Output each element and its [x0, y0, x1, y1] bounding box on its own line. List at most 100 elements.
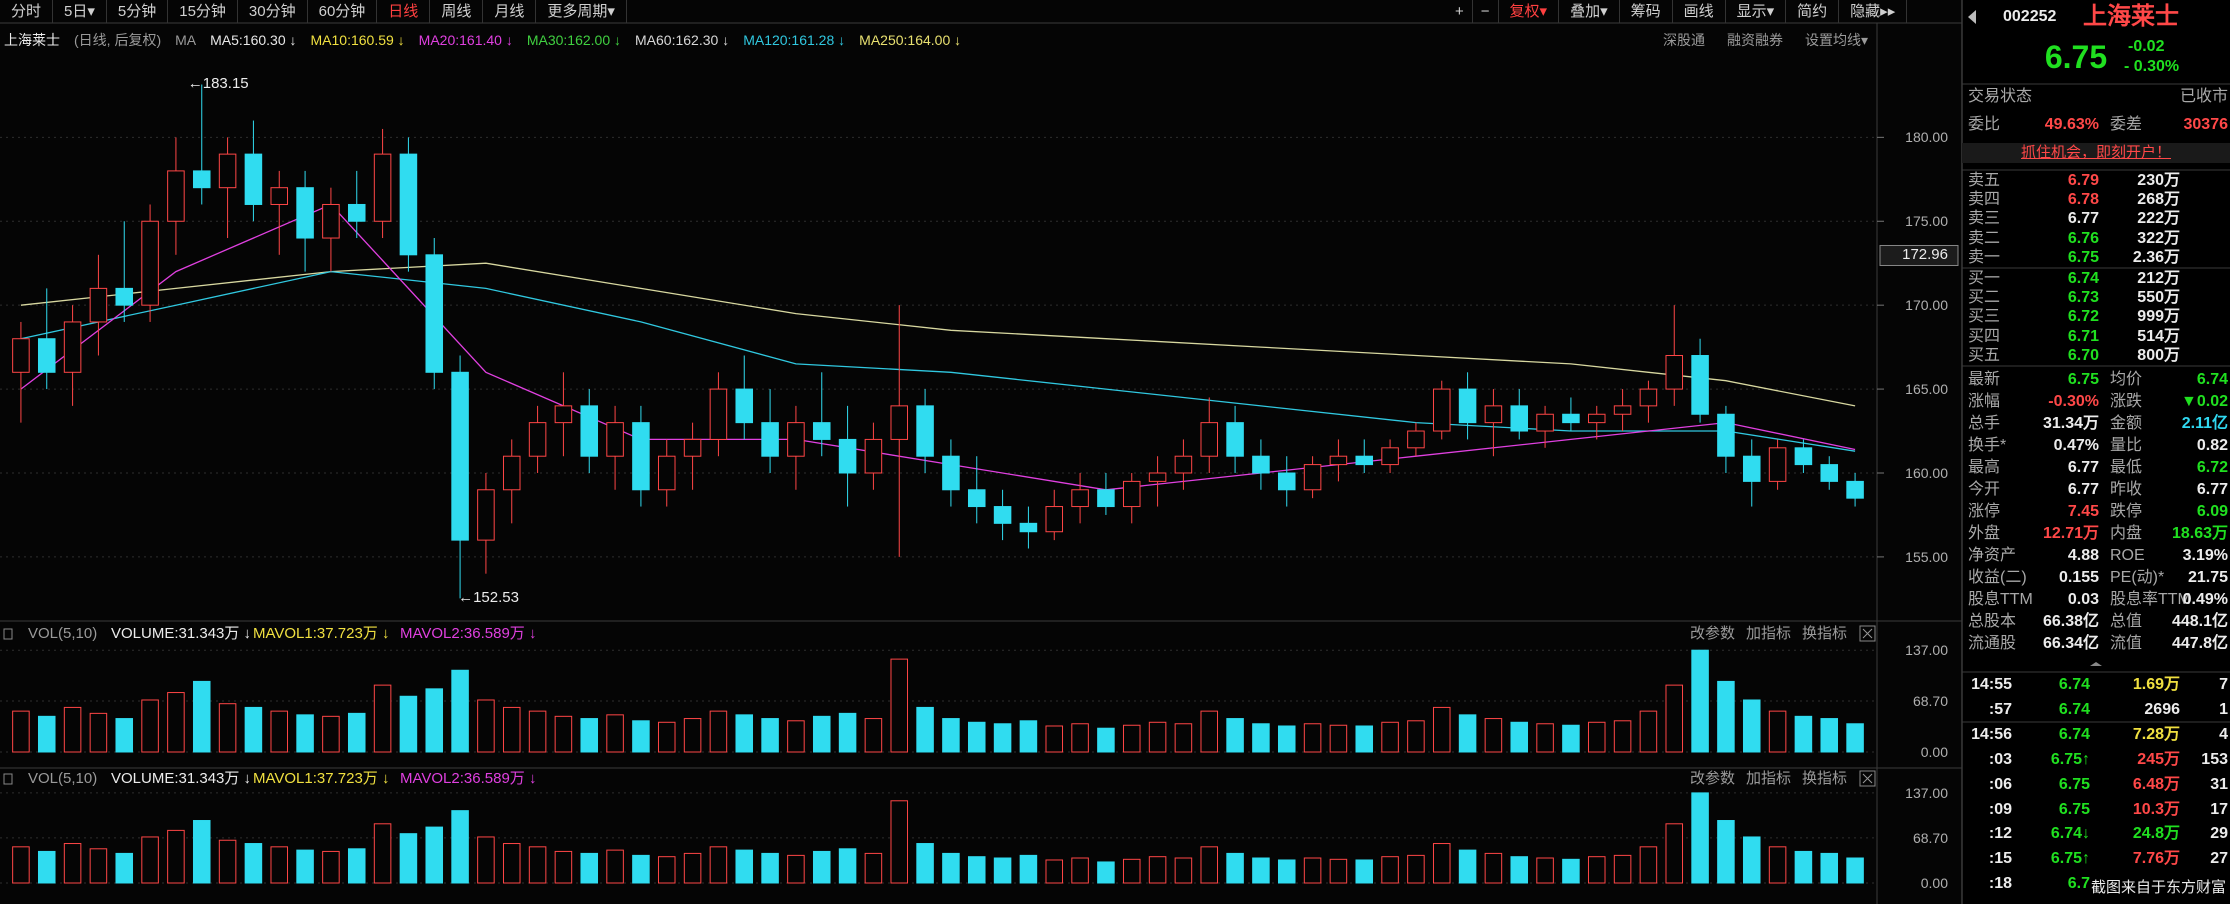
current-price-box	[1879, 244, 1959, 266]
period-tab[interactable]: 日线	[377, 0, 431, 23]
tick-volume: 2696	[2144, 700, 2180, 718]
volume-bar	[761, 718, 779, 753]
volume-value: VOLUME:31.343万 ↓	[111, 625, 252, 642]
tick-volume: 7.76万	[2132, 850, 2180, 868]
period-tab[interactable]: 30分钟	[238, 0, 308, 23]
tick-count: 4	[2219, 725, 2228, 743]
tool-button[interactable]: 复权▾	[1499, 0, 1560, 23]
volume-bar	[1226, 852, 1244, 884]
volume-bar	[1458, 714, 1477, 753]
mavol1-value: MAVOL1:37.723万 ↓	[253, 770, 390, 787]
ma-value: MA30:162.00 ↓	[526, 32, 622, 48]
panel-button[interactable]: 加指标	[1746, 770, 1792, 787]
volume-bar	[399, 695, 418, 753]
stock-code: 002252	[2003, 8, 2057, 25]
tool-button[interactable]: 显示▾	[1726, 0, 1787, 23]
period-tab[interactable]: 周线	[430, 0, 484, 23]
bid-volume: 550万	[2137, 289, 2180, 307]
bid-price: 6.72	[2067, 308, 2099, 326]
period-tab[interactable]: 更多周期▾	[536, 0, 627, 23]
stat-label: 流值	[2110, 635, 2143, 652]
info-link[interactable]: 设置均线▾	[1804, 32, 1868, 48]
close-button[interactable]	[1859, 770, 1876, 787]
volume-bar	[916, 843, 934, 884]
ad-bg	[1962, 143, 2230, 163]
tool-button[interactable]: −	[1473, 0, 1499, 23]
candle-body	[1303, 464, 1322, 491]
volume-bar	[1846, 723, 1864, 753]
volume-bar	[993, 723, 1012, 753]
tool-button[interactable]: +	[1447, 0, 1473, 23]
volume-bar	[761, 852, 779, 884]
tick-count: 153	[2201, 750, 2228, 768]
candle-body	[244, 153, 263, 205]
tick-count: 27	[2210, 850, 2228, 868]
tool-button[interactable]: 简约	[1786, 0, 1840, 23]
stat-value: 0.82	[2196, 437, 2228, 454]
high-note: ←183.15	[187, 75, 249, 93]
candle-body	[141, 220, 159, 306]
panel-button[interactable]: 换指标	[1802, 770, 1848, 787]
volume-bar	[657, 721, 676, 753]
volume-bar	[244, 706, 263, 753]
panel-button[interactable]: 改参数	[1690, 770, 1736, 787]
candle-body	[1484, 405, 1503, 424]
candle-body	[1794, 447, 1813, 466]
volume-bar	[942, 852, 960, 884]
volume-bar	[1200, 846, 1219, 884]
candle-body	[1045, 506, 1064, 533]
bid-label: 买一	[1968, 270, 2001, 287]
bid-price: 6.74	[2067, 270, 2099, 287]
stat-value: 6.72	[2196, 459, 2228, 476]
volume-bar	[890, 658, 909, 753]
panel-button[interactable]: 加指标	[1746, 625, 1792, 642]
period-tab[interactable]: 月线	[483, 0, 537, 23]
tool-button[interactable]: 筹码	[1620, 0, 1673, 23]
info-link[interactable]: 深股通	[1662, 32, 1705, 48]
volume-bar	[1252, 857, 1270, 884]
candle-body	[1742, 455, 1761, 482]
panel-button[interactable]: 换指标	[1802, 625, 1848, 642]
panel-button[interactable]: 改参数	[1690, 625, 1736, 642]
stat-value: 6.09	[2196, 503, 2228, 520]
volume-bar	[399, 833, 418, 884]
ask-price: 6.76	[2067, 229, 2099, 247]
tick-time: :18	[1988, 875, 2012, 893]
stat-label: 收益(二)	[1968, 569, 2027, 586]
volume-bar	[167, 829, 185, 884]
candle-body	[1665, 355, 1684, 390]
volume-bar	[1717, 680, 1735, 753]
back-icon[interactable]	[1968, 10, 1976, 24]
candle-body	[864, 438, 883, 474]
ask-volume: 230万	[2137, 172, 2180, 189]
tool-button[interactable]: 叠加▾	[1559, 0, 1620, 23]
volume-bar	[812, 715, 831, 753]
close-button[interactable]	[1859, 625, 1876, 642]
period-tab[interactable]: 5日▾	[53, 0, 107, 23]
period-tab[interactable]: 15分钟	[168, 0, 238, 23]
tick-volume: 1.69万	[2132, 676, 2180, 693]
volume-bar	[942, 718, 960, 753]
stat-label: 昨收	[2110, 481, 2143, 498]
tool-button[interactable]: 画线	[1673, 0, 1726, 23]
candle-body	[606, 422, 624, 457]
tool-button[interactable]: 隐藏▸▸	[1839, 0, 1908, 23]
volume-bar	[477, 699, 495, 753]
y-tick-label: 155.00	[1905, 548, 1948, 565]
info-link[interactable]: 融资融券	[1726, 32, 1783, 48]
ratio-label: 委比	[1968, 116, 2001, 133]
period-tab[interactable]: 5分钟	[107, 0, 169, 23]
volume-bar	[218, 703, 237, 753]
volume-bar	[1407, 854, 1425, 884]
stat-value: 4.88	[2067, 547, 2099, 564]
bid-label: 买五	[1968, 346, 2001, 364]
mavol2-value: MAVOL2:36.589万 ↓	[400, 625, 537, 642]
period-tab[interactable]: 60分钟	[308, 0, 378, 23]
tick-time: :03	[1988, 750, 2012, 768]
period-tab[interactable]: 分时	[0, 0, 54, 23]
volume-bar	[580, 852, 599, 884]
open-account-ad[interactable]: 抓住机会，即刻开户！	[2020, 144, 2172, 161]
candle-body	[942, 455, 960, 491]
period-tabs: 分时 5日▾ 5分钟 15分钟 30分钟 60分钟 日线 周线 月线 更多周期▾	[0, 0, 627, 23]
volume-bar	[1148, 856, 1167, 884]
